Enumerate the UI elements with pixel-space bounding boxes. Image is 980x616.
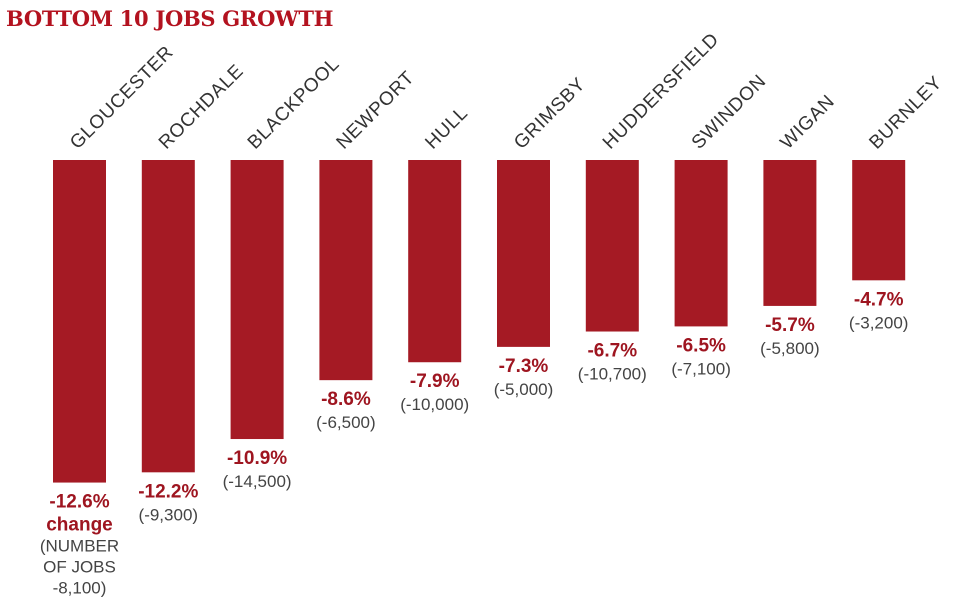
category-label-swindon: SWINDON [688, 71, 771, 154]
value-note-change: change [46, 515, 113, 536]
jobs-label-swindon: (-7,100) [671, 359, 731, 378]
bar-hull [408, 160, 462, 363]
jobs-label-wigan: (-5,800) [760, 339, 820, 358]
bar-blackpool [230, 160, 284, 440]
jobs-label-hull: (-10,000) [400, 395, 469, 414]
bar-newport [319, 160, 373, 381]
value-label-blackpool: -10.9% [227, 448, 287, 469]
bar-gloucester [53, 160, 106, 483]
value-label-wigan: -5.7% [765, 315, 815, 336]
category-label-grimsby: GRIMSBY [510, 74, 590, 154]
value-label-newport: -8.6% [321, 389, 371, 410]
category-label-hull: HULL [421, 103, 472, 154]
bar-wigan [763, 160, 817, 306]
jobs-note-line-1: (NUMBER [40, 537, 119, 556]
category-label-rochdale: ROCHDALE [155, 61, 248, 154]
value-label-swindon: -6.5% [676, 335, 726, 356]
jobs-label-burnley: (-3,200) [849, 313, 909, 332]
jobs-note-line-2: OF JOBS [43, 558, 116, 577]
jobs-label-rochdale: (-9,300) [139, 505, 199, 524]
category-label-newport: NEWPORT [333, 67, 419, 153]
jobs-label-newport: (-6,500) [316, 413, 376, 432]
chart-title: BOTTOM 10 JOBS GROWTH [6, 6, 334, 31]
jobs-label-blackpool: (-14,500) [223, 472, 292, 491]
value-label-gloucester: -12.6% [49, 492, 109, 513]
value-label-hull: -7.9% [410, 371, 460, 392]
value-label-rochdale: -12.2% [138, 481, 198, 502]
value-label-huddersfield: -6.7% [587, 341, 637, 362]
bar-grimsby [497, 160, 550, 347]
bar-rochdale [141, 160, 195, 473]
jobs-label-grimsby: (-5,000) [494, 380, 554, 399]
value-label-grimsby: -7.3% [499, 356, 549, 377]
category-label-blackpool: BLACKPOOL [244, 53, 344, 153]
bar-swindon [674, 160, 728, 327]
jobs-label-huddersfield: (-10,700) [578, 365, 647, 384]
jobs-note-line-3: -8,100) [53, 579, 107, 598]
bar-huddersfield [585, 160, 639, 332]
category-label-wigan: WIGAN [777, 91, 840, 154]
bar-burnley [852, 160, 906, 281]
value-label-burnley: -4.7% [854, 289, 904, 310]
category-label-burnley: BURNLEY [865, 72, 946, 153]
